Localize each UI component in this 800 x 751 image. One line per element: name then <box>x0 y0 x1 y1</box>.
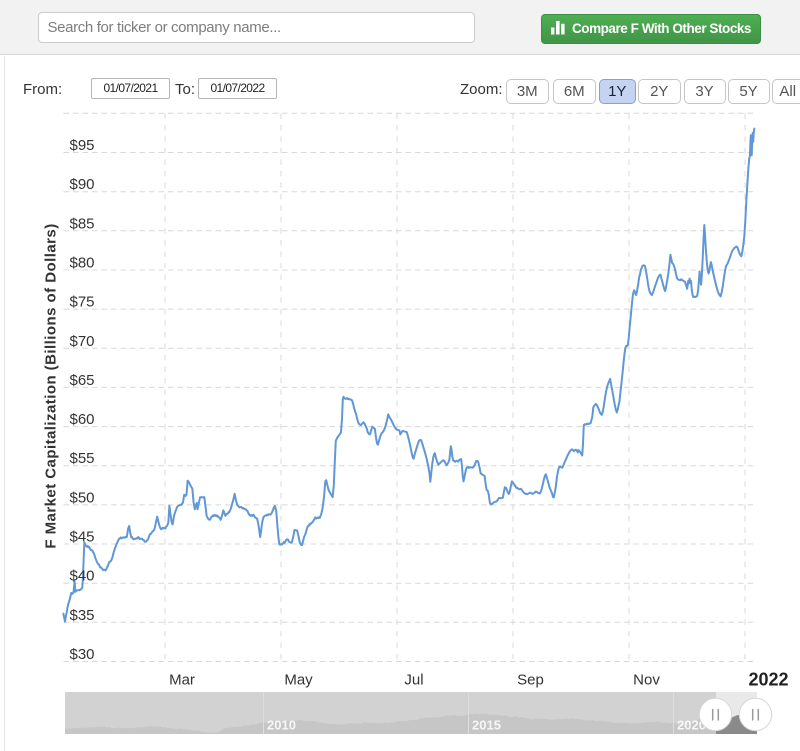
svg-text:Sep: Sep <box>517 672 544 689</box>
svg-text:$45: $45 <box>70 529 95 546</box>
svg-text:$50: $50 <box>70 489 95 506</box>
svg-text:Mar: Mar <box>169 672 195 689</box>
svg-text:$85: $85 <box>70 215 95 232</box>
svg-text:2015: 2015 <box>472 718 501 733</box>
svg-text:$75: $75 <box>70 294 95 311</box>
svg-text:$90: $90 <box>70 176 95 193</box>
svg-text:$40: $40 <box>70 568 95 585</box>
svg-text:$80: $80 <box>70 255 95 272</box>
svg-text:2010: 2010 <box>267 718 296 733</box>
svg-text:F Market Capitalization (Billi: F Market Capitalization (Billions of Dol… <box>43 223 60 548</box>
svg-text:$35: $35 <box>70 607 95 624</box>
svg-text:Nov: Nov <box>633 672 660 689</box>
svg-text:Jul: Jul <box>404 672 423 689</box>
svg-text:$95: $95 <box>70 137 95 154</box>
svg-text:$65: $65 <box>70 372 95 389</box>
svg-text:May: May <box>284 672 313 689</box>
svg-text:2020: 2020 <box>677 718 706 733</box>
svg-text:$30: $30 <box>70 646 95 663</box>
svg-text:2022: 2022 <box>748 670 788 690</box>
svg-text:$60: $60 <box>70 411 95 428</box>
svg-text:$55: $55 <box>70 450 95 467</box>
svg-text:$70: $70 <box>70 333 95 350</box>
